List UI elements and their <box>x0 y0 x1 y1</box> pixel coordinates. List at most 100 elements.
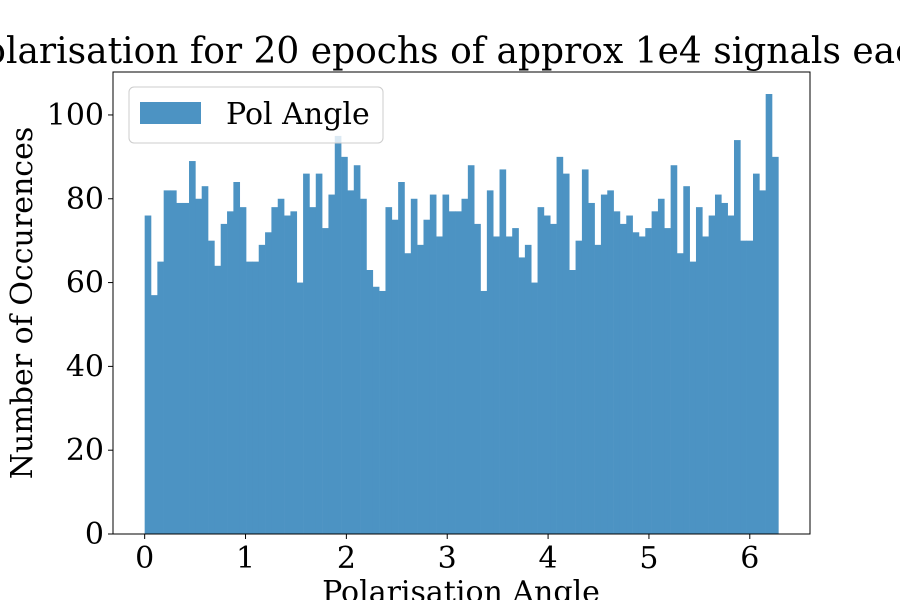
histogram-bar <box>657 198 665 534</box>
histogram-bar <box>772 156 779 534</box>
histogram-bar <box>423 219 431 534</box>
histogram-bar <box>182 202 190 534</box>
histogram-bar <box>518 257 526 534</box>
histogram-bar <box>170 190 177 534</box>
histogram-bar <box>759 190 766 534</box>
histogram-bar <box>619 223 627 534</box>
histogram-bar <box>163 190 171 534</box>
histogram-bar <box>353 165 361 534</box>
x-axis-label: Polarisation Angle <box>322 575 600 600</box>
histogram-bar <box>448 211 456 535</box>
x-tick-label: 4 <box>539 541 558 576</box>
y-tick-label: 60 <box>66 266 104 301</box>
histogram-bar <box>157 261 164 534</box>
histogram-bar <box>676 253 684 534</box>
histogram-bar <box>733 140 741 534</box>
histogram-bar <box>524 244 532 534</box>
histogram-bar <box>543 215 551 534</box>
histogram-bar <box>613 211 621 535</box>
histogram-bar <box>252 261 260 534</box>
histogram-bar <box>227 211 234 535</box>
histogram-bar <box>214 265 222 534</box>
histogram-bar <box>740 240 747 534</box>
histogram-bar <box>246 261 253 534</box>
histogram-bar <box>594 244 602 534</box>
histogram-bar <box>588 202 595 534</box>
histogram-bar <box>341 156 348 534</box>
x-tick-label: 6 <box>740 541 759 576</box>
histogram-bar <box>189 161 196 535</box>
x-tick-label: 3 <box>438 541 457 576</box>
histogram-bar <box>379 290 386 534</box>
histogram-bar <box>442 194 450 535</box>
histogram-bar <box>607 190 614 534</box>
histogram-bar <box>486 190 494 534</box>
x-tick-label: 0 <box>135 541 154 576</box>
histogram-bar <box>651 211 659 535</box>
legend-label: Pol Angle <box>226 97 370 132</box>
histogram-bar <box>391 219 399 534</box>
histogram-bar <box>575 240 583 534</box>
histogram-bar <box>239 207 247 534</box>
histogram-bar <box>702 236 709 534</box>
histogram-bar <box>626 215 633 534</box>
histogram-bar <box>366 270 374 534</box>
histogram-bar <box>360 198 367 534</box>
histogram-bar <box>372 286 380 534</box>
histogram-bar <box>746 240 754 534</box>
histogram-bar <box>512 228 519 534</box>
chart-title: Polarisation for 20 epochs of approx 1e4… <box>0 31 900 72</box>
histogram-bar <box>151 295 158 534</box>
histogram-bar <box>714 194 722 535</box>
histogram-bar <box>645 228 652 534</box>
histogram-bar <box>505 236 513 534</box>
legend-swatch <box>140 102 201 124</box>
histogram-bar <box>398 182 405 534</box>
histogram-bar <box>753 173 760 534</box>
histogram-bars <box>144 94 779 535</box>
y-tick-label: 20 <box>66 433 104 468</box>
histogram-bar <box>499 169 507 534</box>
histogram-bar <box>258 244 266 534</box>
legend: Pol Angle <box>128 86 384 144</box>
y-axis-label: Number of Occurences <box>5 127 40 479</box>
histogram-bar <box>296 282 304 534</box>
histogram-bar <box>550 223 557 534</box>
histogram-bar <box>474 223 481 534</box>
x-axis-ticks: 0 1 2 3 4 5 6 <box>135 534 759 576</box>
histogram-bar <box>461 198 469 534</box>
histogram-bar <box>493 236 500 534</box>
histogram-bar <box>385 207 393 534</box>
histogram-bar <box>315 173 323 534</box>
y-tick-label: 0 <box>85 517 104 552</box>
histogram-bar <box>404 253 412 534</box>
legend-box <box>128 86 384 144</box>
histogram-bar <box>322 228 329 534</box>
histogram-bar <box>455 211 462 535</box>
y-tick-label: 80 <box>66 182 104 217</box>
histogram-bar <box>467 165 475 534</box>
histogram-bar <box>721 202 728 534</box>
histogram-bar <box>765 94 773 534</box>
histogram-bar <box>328 194 336 535</box>
y-axis-ticks: 0 20 40 60 80 100 <box>47 98 113 552</box>
histogram-bar <box>429 194 437 535</box>
histogram-bar <box>670 165 678 534</box>
x-tick-label: 2 <box>337 541 356 576</box>
histogram-bar <box>303 173 310 534</box>
histogram-bar <box>664 228 671 534</box>
histogram-bar <box>144 215 152 534</box>
histogram-bar <box>220 223 228 534</box>
histogram-bar <box>480 290 488 534</box>
histogram-bar <box>290 211 298 535</box>
histogram-bar <box>537 207 545 534</box>
histogram-bar <box>176 202 183 534</box>
histogram-bar <box>632 232 640 535</box>
x-tick-label: 5 <box>639 541 658 576</box>
histogram-bar <box>531 282 538 534</box>
histogram-bar <box>727 215 735 534</box>
histogram-bar <box>233 182 241 534</box>
histogram-bar <box>569 270 576 534</box>
histogram-bar <box>334 135 342 534</box>
